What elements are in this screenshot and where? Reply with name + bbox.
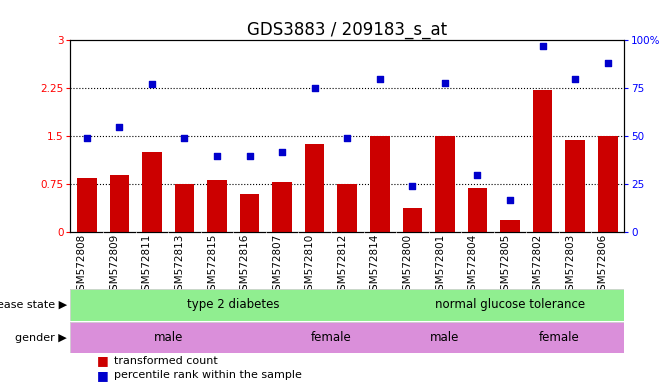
Point <box>276 149 287 155</box>
Bar <box>533 90 552 232</box>
Point <box>81 135 92 141</box>
Text: GSM572802: GSM572802 <box>533 234 543 297</box>
Bar <box>403 208 422 232</box>
Bar <box>174 184 194 232</box>
Bar <box>207 180 227 232</box>
Text: GSM572801: GSM572801 <box>435 234 445 297</box>
Bar <box>370 136 390 232</box>
Text: GSM572808: GSM572808 <box>76 234 87 297</box>
Text: female: female <box>539 331 579 344</box>
Text: percentile rank within the sample: percentile rank within the sample <box>114 370 302 380</box>
Text: GSM572814: GSM572814 <box>370 234 380 297</box>
Text: GSM572804: GSM572804 <box>468 234 478 297</box>
Text: gender ▶: gender ▶ <box>15 333 67 343</box>
Bar <box>338 184 357 232</box>
Text: GSM572800: GSM572800 <box>403 234 413 297</box>
Title: GDS3883 / 209183_s_at: GDS3883 / 209183_s_at <box>247 21 448 39</box>
Bar <box>266 322 396 353</box>
Point <box>244 152 255 159</box>
Bar <box>396 289 624 321</box>
Text: disease state ▶: disease state ▶ <box>0 300 67 310</box>
Bar <box>501 220 520 232</box>
Bar <box>396 322 494 353</box>
Point <box>440 79 450 86</box>
Bar <box>70 322 266 353</box>
Bar <box>435 136 455 232</box>
Bar <box>305 144 325 232</box>
Point <box>407 183 418 189</box>
Text: GSM572806: GSM572806 <box>598 234 608 297</box>
Text: GSM572807: GSM572807 <box>272 234 282 297</box>
Bar <box>494 322 624 353</box>
Text: male: male <box>154 331 183 344</box>
Point <box>342 135 353 141</box>
Text: GSM572811: GSM572811 <box>142 234 152 297</box>
Text: GSM572812: GSM572812 <box>338 234 348 297</box>
Text: GSM572813: GSM572813 <box>174 234 185 297</box>
Bar <box>109 175 129 232</box>
Bar <box>240 194 259 232</box>
Point <box>505 197 515 203</box>
Point <box>570 76 580 82</box>
Bar <box>142 152 162 232</box>
Point <box>537 43 548 49</box>
Bar <box>77 178 97 232</box>
Text: GSM572810: GSM572810 <box>305 234 315 297</box>
Bar <box>70 289 396 321</box>
Text: GSM572805: GSM572805 <box>500 234 510 297</box>
Point <box>603 60 613 66</box>
Text: normal glucose tolerance: normal glucose tolerance <box>435 298 585 311</box>
Bar <box>598 136 617 232</box>
Text: GSM572815: GSM572815 <box>207 234 217 297</box>
Point <box>309 85 320 91</box>
Point <box>211 152 222 159</box>
Text: female: female <box>311 331 352 344</box>
Text: type 2 diabetes: type 2 diabetes <box>187 298 280 311</box>
Point <box>179 135 190 141</box>
Text: GSM572809: GSM572809 <box>109 234 119 297</box>
Bar <box>566 139 585 232</box>
Point <box>146 81 157 88</box>
Text: transformed count: transformed count <box>114 356 218 366</box>
Point <box>374 76 385 82</box>
Text: GSM572803: GSM572803 <box>565 234 575 297</box>
Text: male: male <box>430 331 460 344</box>
Bar <box>272 182 292 232</box>
Point <box>114 124 125 130</box>
Text: GSM572816: GSM572816 <box>240 234 250 297</box>
Point <box>472 172 483 178</box>
Text: ■: ■ <box>97 369 109 382</box>
Text: ■: ■ <box>97 354 109 367</box>
Bar <box>468 187 487 232</box>
